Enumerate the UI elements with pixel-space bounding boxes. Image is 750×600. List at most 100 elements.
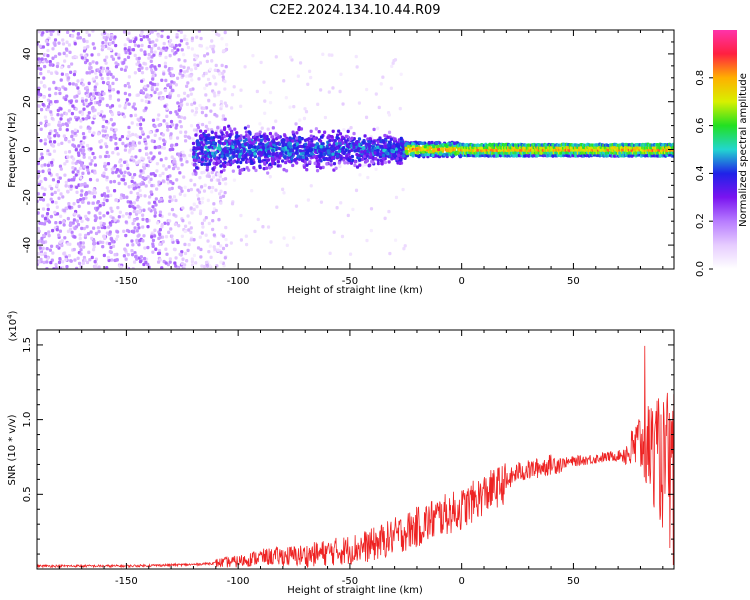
heatmap-cell: [133, 251, 137, 255]
heatmap-cell: [288, 105, 292, 109]
heatmap-cell: [323, 152, 327, 157]
heatmap-cell: [106, 76, 110, 81]
heatmap-cell: [59, 192, 63, 196]
heatmap-cell: [197, 197, 201, 201]
heatmap-cell: [160, 34, 164, 39]
heatmap-cell: [180, 163, 184, 167]
heatmap-cell: [157, 92, 161, 96]
heatmap-cell: [47, 230, 51, 234]
heatmap-cell: [155, 161, 160, 166]
heatmap-cell: [69, 184, 73, 188]
heatmap-cell: [218, 181, 222, 186]
heatmap-cell: [129, 190, 133, 195]
heatmap-cell: [155, 221, 160, 225]
heatmap-cell: [115, 146, 119, 151]
heatmap-cell: [293, 143, 297, 147]
heatmap-cell: [105, 69, 109, 73]
heatmap-cell: [91, 105, 95, 110]
heatmap-cell: [85, 143, 90, 148]
heatmap-cell: [216, 125, 220, 130]
heatmap-cell: [130, 239, 134, 243]
heatmap-cell: [223, 177, 228, 181]
heatmap-cell: [117, 56, 121, 60]
heatmap-cell: [151, 250, 155, 254]
heatmap-cell: [275, 205, 279, 209]
heatmap-cell: [432, 145, 436, 149]
heatmap-cell: [168, 38, 173, 43]
heatmap-cell: [67, 253, 72, 258]
heatmap-cell: [56, 134, 61, 138]
heatmap-cell: [106, 46, 111, 51]
heatmap-cell: [123, 103, 128, 108]
heatmap-cell: [228, 127, 232, 131]
heatmap-cell: [37, 86, 41, 90]
heatmap-cell: [158, 210, 163, 214]
heatmap-cell: [57, 52, 61, 56]
heatmap-cell: [216, 248, 220, 252]
heatmap-cell: [146, 224, 150, 229]
heatmap-cell: [144, 260, 148, 265]
heatmap-cell: [97, 265, 101, 269]
heatmap-cell: [136, 191, 140, 196]
heatmap-cell: [83, 164, 87, 169]
heatmap-cell: [202, 189, 207, 193]
heatmap-cell: [122, 229, 126, 233]
heatmap-cell: [38, 197, 43, 201]
heatmap-cell: [105, 186, 109, 190]
heatmap-cell: [232, 140, 236, 144]
heatmap-cell: [319, 200, 324, 204]
heatmap-cell: [139, 255, 143, 259]
heatmap-cell: [71, 170, 75, 174]
heatmap-cell: [88, 177, 93, 182]
heatmap-cell: [178, 119, 182, 124]
heatmap-cell: [73, 235, 77, 239]
heatmap-cell: [243, 65, 247, 69]
heatmap-cell: [161, 133, 165, 137]
heatmap-cell: [200, 149, 204, 153]
heatmap-cell: [128, 204, 132, 208]
heatmap-cell: [128, 200, 133, 204]
heatmap-cell: [202, 106, 206, 111]
heatmap-cell: [268, 90, 273, 95]
heatmap-cell: [57, 196, 61, 200]
heatmap-cell: [101, 66, 106, 71]
heatmap-cell: [384, 144, 388, 149]
heatmap-cell: [122, 114, 127, 119]
heatmap-cell: [119, 265, 123, 269]
heatmap-cell: [183, 193, 187, 198]
heatmap-cell: [346, 161, 350, 165]
heatmap-cell: [71, 82, 75, 86]
heatmap-cell: [237, 154, 242, 159]
heatmap-cell: [44, 254, 48, 259]
heatmap-cell: [147, 37, 151, 42]
heatmap-cell: [153, 200, 157, 204]
heatmap-cell: [363, 162, 367, 167]
heatmap-cell: [69, 259, 73, 263]
heatmap-cell: [228, 156, 232, 160]
heatmap-cell: [383, 133, 387, 138]
heatmap-cell: [70, 111, 75, 116]
heatmap-cell: [118, 210, 122, 214]
heatmap-cell: [96, 226, 101, 230]
heatmap-cell: [169, 227, 173, 231]
heatmap-cell: [110, 238, 114, 242]
heatmap-cell: [67, 76, 71, 80]
heatmap-cell: [88, 258, 92, 262]
heatmap-cell: [328, 139, 332, 143]
heatmap-cell: [186, 135, 191, 139]
heatmap-cell: [180, 250, 184, 254]
heatmap-cell: [124, 50, 128, 55]
heatmap-cell: [214, 161, 219, 166]
heatmap-cell: [96, 100, 100, 105]
heatmap-cell: [671, 151, 674, 156]
heatmap-cell: [102, 214, 106, 218]
heatmap-cell: [132, 218, 136, 223]
heatmap-cell: [138, 259, 143, 264]
heatmap-cell: [186, 81, 190, 85]
heatmap-cell: [212, 233, 216, 237]
heatmap-cell: [102, 171, 106, 175]
heatmap-cell: [208, 67, 213, 72]
heatmap-cell: [79, 176, 83, 180]
heatmap-cell: [341, 102, 345, 106]
heatmap-cell: [247, 130, 251, 134]
